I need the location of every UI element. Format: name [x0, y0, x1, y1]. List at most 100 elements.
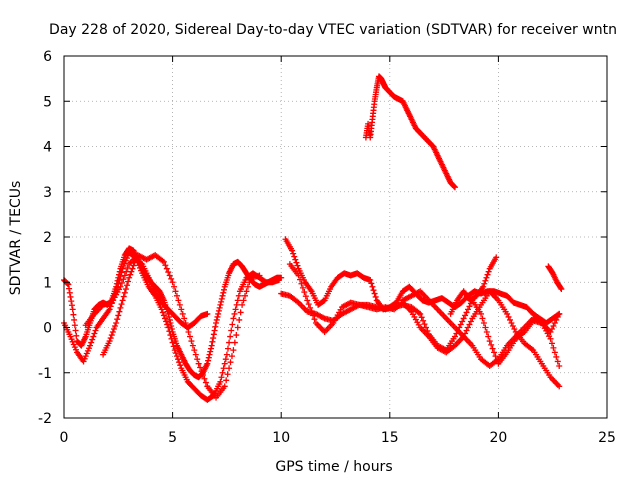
data-point-plus [188, 338, 195, 345]
data-point-plus [207, 348, 214, 355]
data-point-plus [211, 327, 218, 334]
data-point-plus [107, 335, 114, 342]
data-point-plus [462, 312, 469, 319]
data-point-plus [113, 319, 120, 326]
data-point-plus [215, 310, 222, 317]
data-point-plus [457, 321, 464, 328]
data-point-plus [126, 274, 133, 281]
data-point-plus [178, 306, 185, 313]
x-tick-label: 5 [168, 430, 177, 446]
data-point-plus [205, 354, 212, 361]
data-point-plus [220, 289, 227, 296]
data-point-plus [171, 347, 178, 354]
data-point-plus [467, 318, 474, 325]
data-point-plus [244, 283, 251, 290]
data-point-plus [219, 292, 226, 299]
data-point-plus [120, 293, 127, 300]
data-point-plus [492, 353, 499, 360]
data-point-plus [556, 383, 563, 390]
data-point-plus [194, 356, 201, 363]
data-point-plus [307, 304, 314, 311]
data-point-plus [551, 349, 558, 356]
data-point-plus [548, 326, 555, 333]
data-point-plus [424, 327, 431, 334]
data-point-plus [367, 276, 374, 283]
data-point-plus [173, 353, 180, 360]
data-point-plus [226, 339, 233, 346]
data-point-plus [176, 301, 183, 308]
data-point-plus [463, 309, 470, 316]
data-point-plus [421, 321, 428, 328]
data-point-plus [220, 365, 227, 372]
data-point-plus [91, 330, 98, 337]
data-point-plus [246, 279, 253, 286]
y-tick-label: 1 [43, 275, 52, 291]
data-point-plus [464, 306, 471, 313]
data-point-plus [311, 316, 318, 323]
x-tick-label: 25 [598, 430, 616, 446]
data-point-plus [459, 318, 466, 325]
data-point-plus [118, 269, 125, 276]
data-point-plus [169, 279, 176, 286]
x-tick-label: 15 [381, 430, 399, 446]
data-point-plus [66, 285, 73, 292]
data-point-plus [212, 323, 219, 330]
data-point-plus [87, 342, 94, 349]
data-point-plus [242, 292, 248, 299]
data-point-plus [276, 276, 283, 283]
x-tick-label: 0 [60, 430, 69, 446]
data-point-plus [109, 329, 116, 336]
data-point-plus [236, 316, 243, 323]
data-point-plus [239, 301, 246, 308]
data-point-plus [554, 358, 561, 365]
data-point-plus [191, 347, 198, 354]
data-point-plus [489, 345, 496, 352]
data-point-plus [114, 316, 121, 323]
data-point-plus [202, 379, 209, 386]
data-point-plus [291, 253, 298, 260]
x-tick-label: 20 [489, 430, 507, 446]
data-point-plus [550, 344, 557, 351]
y-tick-label: -1 [38, 366, 52, 382]
data-point-plus [108, 332, 115, 339]
data-point-plus [292, 256, 299, 263]
data-point-plus [231, 310, 238, 317]
data-point-plus [120, 276, 127, 283]
data-point-plus [106, 306, 113, 313]
data-point-plus [491, 349, 498, 356]
data-point-plus [117, 273, 124, 280]
data-point-plus [466, 321, 473, 328]
data-point-plus [197, 364, 204, 371]
data-point-plus [158, 306, 165, 313]
data-point-plus [420, 317, 427, 324]
data-point-plus [165, 269, 172, 276]
data-point-plus [256, 272, 263, 279]
data-point-plus [289, 247, 296, 254]
data-point-plus [217, 378, 224, 385]
data-point-plus [117, 283, 124, 290]
data-point-plus [479, 315, 486, 322]
data-point-plus [556, 310, 563, 317]
data-point-plus [508, 319, 515, 326]
data-point-plus [67, 293, 74, 300]
data-point-plus [69, 306, 76, 313]
data-point-plus [117, 304, 124, 311]
data-point-plus [485, 268, 492, 275]
y-tick-label: -2 [38, 411, 52, 427]
data-point-plus [198, 368, 205, 375]
data-point-plus [173, 292, 180, 299]
y-tick-label: 0 [43, 321, 52, 337]
data-point-plus [210, 331, 217, 338]
data-point-plus [547, 329, 554, 336]
data-point-plus [233, 301, 240, 308]
data-point-plus [553, 316, 560, 323]
data-point-plus [125, 278, 132, 285]
data-point-plus [558, 286, 565, 293]
data-point-plus [464, 324, 471, 331]
data-point-plus [243, 288, 250, 295]
data-point-plus [121, 289, 128, 296]
data-point-plus [297, 276, 304, 283]
data-point-plus [127, 271, 134, 278]
